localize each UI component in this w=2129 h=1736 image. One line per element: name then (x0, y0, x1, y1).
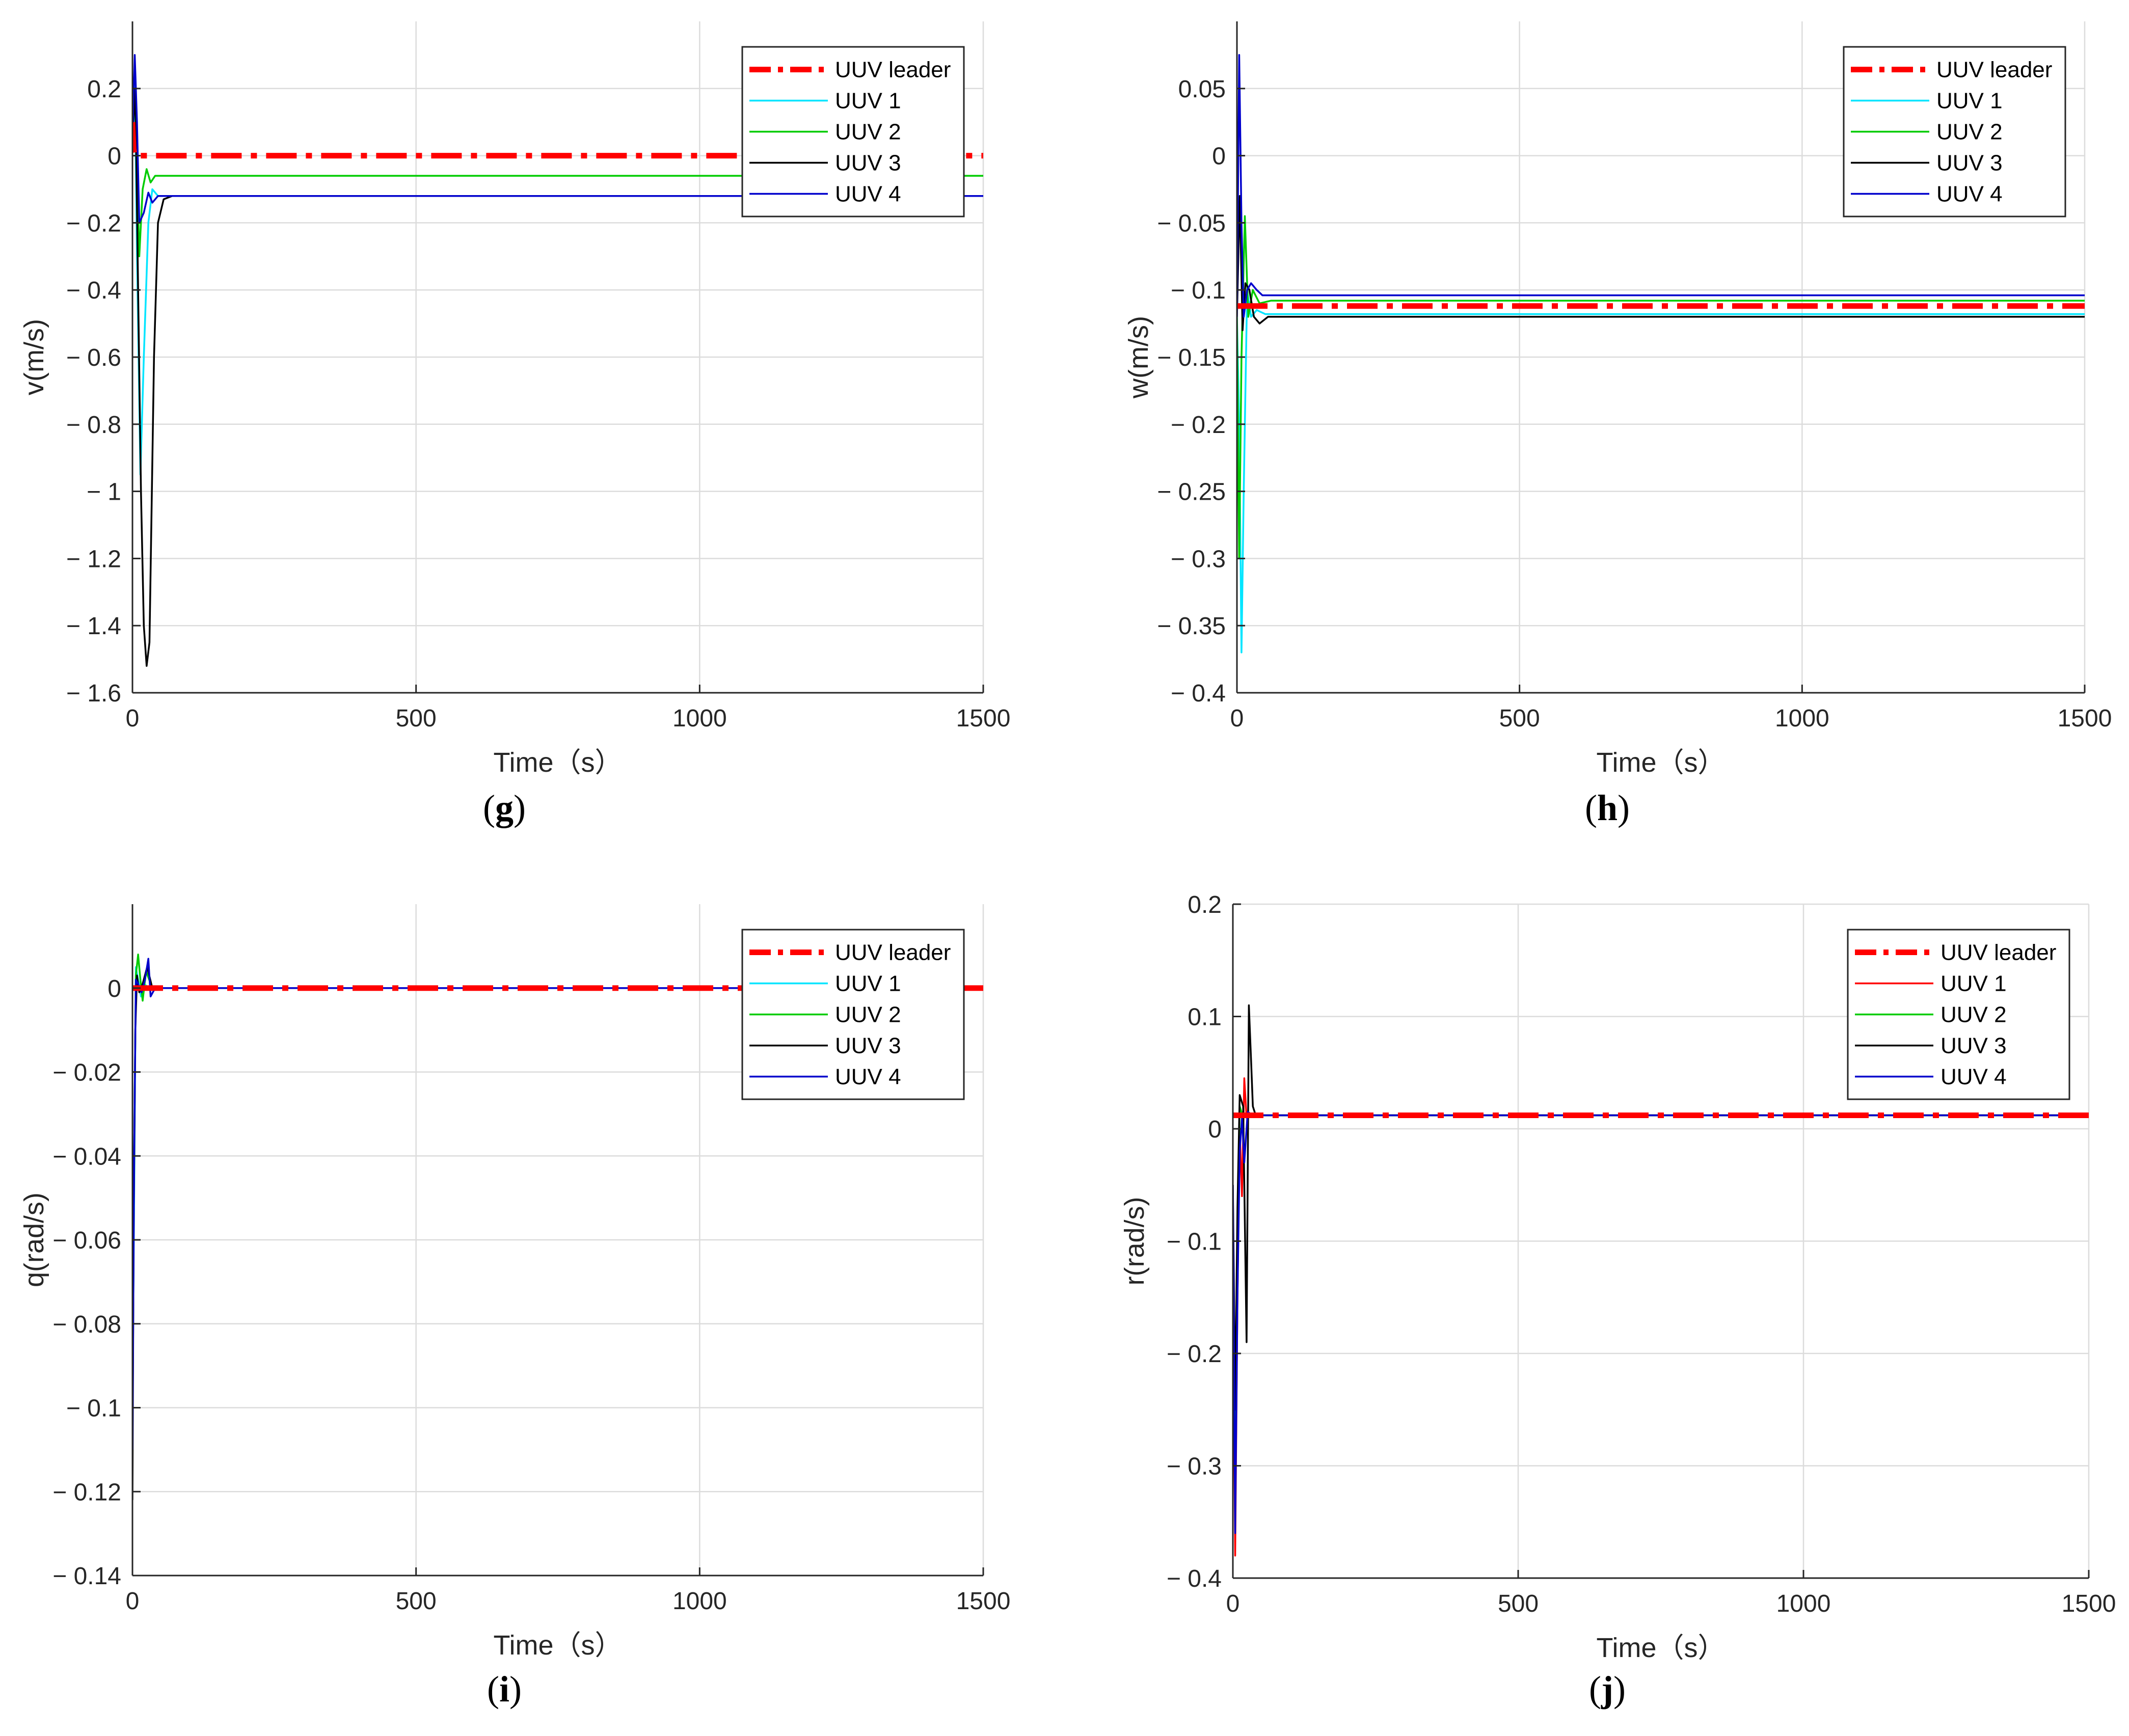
y-tick-label: − 0.1 (66, 1395, 121, 1422)
y-tick-label: 0.2 (1188, 891, 1222, 918)
y-tick-label: − 0.4 (1167, 1565, 1222, 1592)
y-tick-label: − 0.2 (1167, 1341, 1222, 1368)
y-tick-label: − 0.2 (66, 210, 121, 237)
y-tick-label: − 0.3 (1171, 546, 1226, 573)
legend-label: UUV 3 (1941, 1034, 2007, 1059)
panel-caption: (j) (1589, 1669, 1626, 1710)
x-tick-label: 500 (1498, 1590, 1539, 1617)
x-tick-label: 500 (396, 1588, 437, 1615)
y-tick-label: − 0.08 (52, 1311, 121, 1338)
x-tick-label: 1500 (956, 705, 1011, 732)
y-axis-label: w(m/s) (1123, 316, 1154, 399)
legend-label: UUV 4 (835, 1065, 901, 1090)
legend-label: UUV 2 (835, 120, 901, 145)
y-tick-label: − 0.4 (66, 277, 121, 304)
legend-label: UUV 2 (835, 1002, 901, 1027)
x-tick-label: 0 (1226, 1590, 1240, 1617)
y-tick-label: − 0.3 (1167, 1453, 1222, 1480)
series-line-uuv-4 (1237, 54, 2085, 318)
y-tick-label: − 0.02 (52, 1060, 121, 1087)
y-tick-label: − 0.14 (52, 1563, 121, 1590)
y-tick-label: − 0.12 (52, 1479, 121, 1506)
legend: UUV leader UUV 1 UUV 2 UUV 3 UUV 4 (1843, 46, 2066, 218)
y-tick-label: − 0.8 (66, 412, 121, 439)
y-tick-label: − 0.04 (52, 1143, 121, 1170)
y-tick-label: 0.05 (1178, 76, 1226, 103)
y-tick-label: − 0.4 (1171, 680, 1226, 707)
legend-label: UUV leader (835, 58, 951, 83)
panel-caption: (g) (483, 788, 526, 828)
y-tick-label: 0 (1212, 143, 1226, 170)
legend-label: UUV 1 (835, 971, 901, 996)
x-tick-label: 1500 (2058, 705, 2112, 732)
legend-label: UUV 3 (835, 151, 901, 176)
panel-g: 0 500 1000 1500 0.2 0 − 0.2 − 0.4 − 0.6 − 0.8 − 1 −… (19, 21, 1010, 828)
legend-box (741, 929, 965, 1100)
y-tick-label: 0.2 (87, 76, 121, 103)
x-tick-label: 0 (126, 1588, 140, 1615)
x-axis-label: Time（s） (1597, 747, 1726, 778)
legend-label: UUV 4 (835, 182, 901, 207)
y-tick-label: − 1.4 (66, 613, 121, 640)
x-axis-label: Time（s） (1597, 1633, 1726, 1663)
y-axis-label: q(rad/s) (19, 1192, 49, 1287)
legend-label: UUV leader (835, 940, 951, 965)
y-axis-label: r(rad/s) (1119, 1197, 1150, 1286)
legend-label: UUV 3 (1936, 151, 2003, 176)
x-axis-label: Time（s） (494, 747, 623, 778)
legend-label: UUV 4 (1936, 182, 2003, 207)
legend-label: UUV leader (1936, 58, 2052, 83)
x-tick-label: 1000 (672, 705, 727, 732)
legend-label: UUV 4 (1941, 1065, 2007, 1090)
y-tick-label: − 0.6 (66, 344, 121, 371)
y-tick-label: − 1.2 (66, 546, 121, 573)
x-tick-label: 1000 (672, 1588, 727, 1615)
x-tick-label: 500 (1499, 705, 1540, 732)
y-tick-label: − 0.35 (1157, 613, 1226, 640)
x-axis-label: Time（s） (494, 1630, 623, 1661)
y-tick-label: 0 (107, 143, 121, 170)
legend-label: UUV leader (1941, 940, 2056, 965)
legend-label: UUV 3 (835, 1034, 901, 1059)
series-group (132, 954, 983, 1500)
legend-label: UUV 1 (1936, 89, 2003, 114)
y-tick-label: 0.1 (1188, 1004, 1222, 1031)
x-tick-label: 1500 (956, 1588, 1011, 1615)
y-tick-label: − 1 (87, 479, 121, 506)
panel-j: 0 500 1000 1500 0.2 0.1 0 − 0.1 − 0.2 − 0.3 − 0.4 T… (1119, 891, 2116, 1710)
x-tick-label: 1000 (1775, 705, 1829, 732)
panel-caption: (h) (1585, 788, 1630, 828)
y-tick-label: 0 (107, 975, 121, 1002)
x-tick-label: 1000 (1776, 1590, 1831, 1617)
y-tick-label: − 0.25 (1157, 479, 1226, 506)
legend: UUV leader UUV 1 UUV 2 UUV 3 UUV 4 (741, 46, 965, 218)
y-tick-label: − 0.2 (1171, 412, 1226, 439)
legend-label: UUV 2 (1941, 1002, 2007, 1027)
legend: UUV leader UUV 1 UUV 2 UUV 3 UUV 4 (741, 929, 965, 1100)
legend-label: UUV 1 (835, 89, 901, 114)
legend-label: UUV 1 (1941, 971, 2007, 996)
y-tick-label: − 0.1 (1171, 277, 1226, 304)
y-axis-label: v(m/s) (19, 319, 49, 395)
panel-i: 0 500 1000 1500 0 − 0.02 − 0.04 − 0.06 − 0.08 − 0… (19, 904, 1010, 1710)
panel-caption: (i) (487, 1669, 522, 1710)
legend-label: UUV 2 (1936, 120, 2003, 145)
panel-h: 0 500 1000 1500 0.05 0 − 0.05 − 0.1 − 0.15 − 0.2 −… (1123, 21, 2112, 828)
legend: UUV leader UUV 1 UUV 2 UUV 3 UUV 4 (1847, 929, 2070, 1100)
x-tick-label: 0 (126, 705, 140, 732)
series-group (1233, 1004, 2089, 1557)
legend-box (1847, 929, 2070, 1100)
y-tick-label: − 0.1 (1167, 1229, 1222, 1256)
x-tick-label: 500 (396, 705, 437, 732)
x-tick-label: 0 (1230, 705, 1244, 732)
y-tick-label: − 0.15 (1157, 344, 1226, 371)
y-tick-label: − 0.05 (1157, 210, 1226, 237)
series-line-uuv-3 (132, 88, 983, 667)
x-tick-label: 1500 (2062, 1590, 2116, 1617)
y-tick-label: − 1.6 (66, 680, 121, 707)
y-tick-label: − 0.06 (52, 1227, 121, 1254)
y-tick-label: 0 (1208, 1116, 1222, 1143)
